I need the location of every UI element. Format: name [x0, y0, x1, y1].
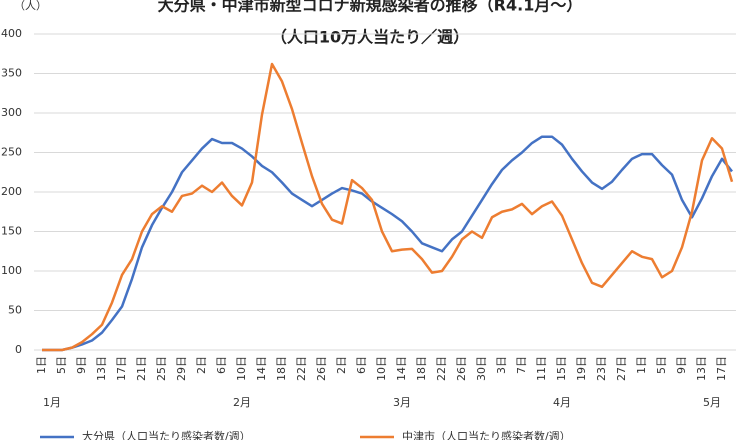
x-tick-label: 17日: [715, 356, 728, 381]
x-tick-label: 6日: [355, 356, 368, 374]
x-tick-label: 13日: [95, 356, 108, 381]
x-tick-label: 1日: [635, 356, 648, 374]
x-tick-label: 17日: [115, 356, 128, 381]
x-tick-label: 26日: [315, 356, 328, 381]
x-tick-label: 14日: [255, 356, 268, 381]
x-tick-label: 3日: [495, 356, 508, 374]
x-tick-label: 30日: [475, 356, 488, 381]
x-tick-label: 10日: [235, 356, 248, 381]
y-tick-label: 350: [1, 67, 22, 80]
y-tick-label: 50: [8, 304, 22, 317]
x-tick-label: 26日: [455, 356, 468, 381]
x-tick-label: 23日: [595, 356, 608, 381]
series-line: [42, 62, 734, 352]
x-tick-label: 21日: [135, 356, 148, 381]
x-tick-label: 15日: [555, 356, 568, 381]
x-tick-label: 2日: [195, 356, 208, 374]
month-label: 3月: [393, 396, 411, 409]
x-tick-label: 2日: [335, 356, 348, 374]
month-label: 2月: [233, 396, 251, 409]
x-tick-label: 18日: [415, 356, 428, 381]
x-tick-label: 14日: [395, 356, 408, 381]
x-tick-label: 13日: [695, 356, 708, 381]
chart-subtitle: （人口10万人当たり／週）: [271, 28, 469, 47]
x-tick-label: 10日: [375, 356, 388, 381]
month-label: 1月: [43, 396, 61, 409]
y-tick-label: 200: [1, 185, 22, 198]
legend-label: 大分県（人口当たり感染者数/週）: [82, 429, 251, 440]
x-tick-label: 11日: [535, 356, 548, 381]
x-tick-label: 9日: [675, 356, 688, 374]
y-tick-label: 150: [1, 225, 22, 238]
x-tick-label: 1日: [35, 356, 48, 374]
y-tick-label: 100: [1, 264, 22, 277]
legend-label: 中津市（人口当たり感染者数/週）: [402, 429, 571, 440]
x-tick-label: 6日: [215, 356, 228, 374]
x-tick-label: 29日: [175, 356, 188, 381]
series-line: [42, 135, 733, 352]
x-tick-label: 5日: [55, 356, 68, 374]
y-tick-label: 250: [1, 146, 22, 159]
month-label: 5月: [703, 396, 721, 409]
x-tick-label: 5日: [655, 356, 668, 374]
x-tick-label: 27日: [615, 356, 628, 381]
month-label: 4月: [553, 396, 571, 409]
chart-title: 大分県・中津市新型コロナ新規感染者の推移（R4.1月～）: [158, 0, 583, 15]
x-tick-label: 25日: [155, 356, 168, 381]
y-tick-label: 400: [1, 27, 22, 40]
y-axis-label: （人）: [14, 0, 47, 12]
x-tick-label: 22日: [295, 356, 308, 381]
x-tick-label: 7日: [515, 356, 528, 374]
x-tick-label: 9日: [75, 356, 88, 374]
x-tick-label: 22日: [435, 356, 448, 381]
x-tick-label: 19日: [575, 356, 588, 381]
x-tick-label: 18日: [275, 356, 288, 381]
y-tick-label: 300: [1, 106, 22, 119]
y-tick-label: 0: [15, 343, 22, 356]
